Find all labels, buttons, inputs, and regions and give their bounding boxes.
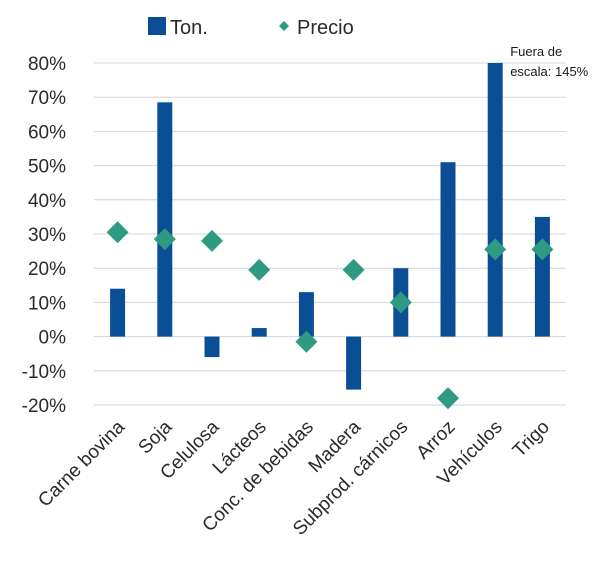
bar-ton (157, 102, 173, 337)
x-category-label: Carne bovina (34, 416, 129, 511)
legend-label-precio: Precio (297, 17, 354, 39)
x-category-label: Soja (135, 416, 177, 458)
marker-precio (106, 221, 129, 244)
legend-label-ton: Ton. (170, 17, 208, 39)
legend-swatch-ton (148, 17, 166, 35)
y-tick-label: 50% (28, 157, 66, 178)
marker-precio (484, 238, 507, 261)
y-tick-label: 40% (28, 191, 66, 212)
annotation-out-of-scale: Fuera de escala: 145% (510, 44, 588, 79)
bar-ton (440, 162, 456, 337)
marker-precio (531, 238, 554, 261)
y-tick-label: -10% (22, 362, 66, 383)
bar-ton (487, 63, 503, 337)
bar-ton (298, 292, 314, 337)
gridlines (94, 62, 566, 406)
y-tick-label: 30% (28, 225, 66, 246)
marker-precio (437, 387, 459, 410)
bar-ton (251, 328, 267, 337)
bar-ton (534, 216, 550, 337)
y-tick-label: 70% (28, 88, 66, 109)
marker-precio (342, 258, 365, 281)
annotation-line: escala: 145% (510, 64, 588, 79)
marker-precio (295, 330, 318, 353)
y-tick-label: 80% (28, 54, 66, 75)
markers-precio (106, 221, 554, 410)
bar-ton (346, 336, 362, 390)
y-tick-label: 0% (39, 328, 67, 349)
y-tick-label: 60% (28, 122, 66, 143)
legend-swatch-precio (279, 21, 289, 31)
y-tick-label: -20% (22, 396, 66, 417)
legend: Ton. Precio (148, 17, 354, 39)
marker-precio (201, 229, 223, 252)
x-category-label: Trigo (509, 417, 554, 462)
bar-ton (110, 288, 126, 337)
y-axis-tick-labels: -20% -10% 0% 10% 20% 30% 40% 50% 60% 70% 80% (22, 54, 66, 417)
bar-ton (204, 336, 220, 358)
y-tick-label: 10% (28, 293, 66, 314)
y-tick-label: 20% (28, 259, 66, 280)
marker-precio (153, 228, 176, 251)
marker-precio (389, 291, 412, 314)
marker-precio (248, 258, 271, 281)
bars-ton (110, 63, 550, 390)
annotation-line: Fuera de (510, 44, 562, 59)
